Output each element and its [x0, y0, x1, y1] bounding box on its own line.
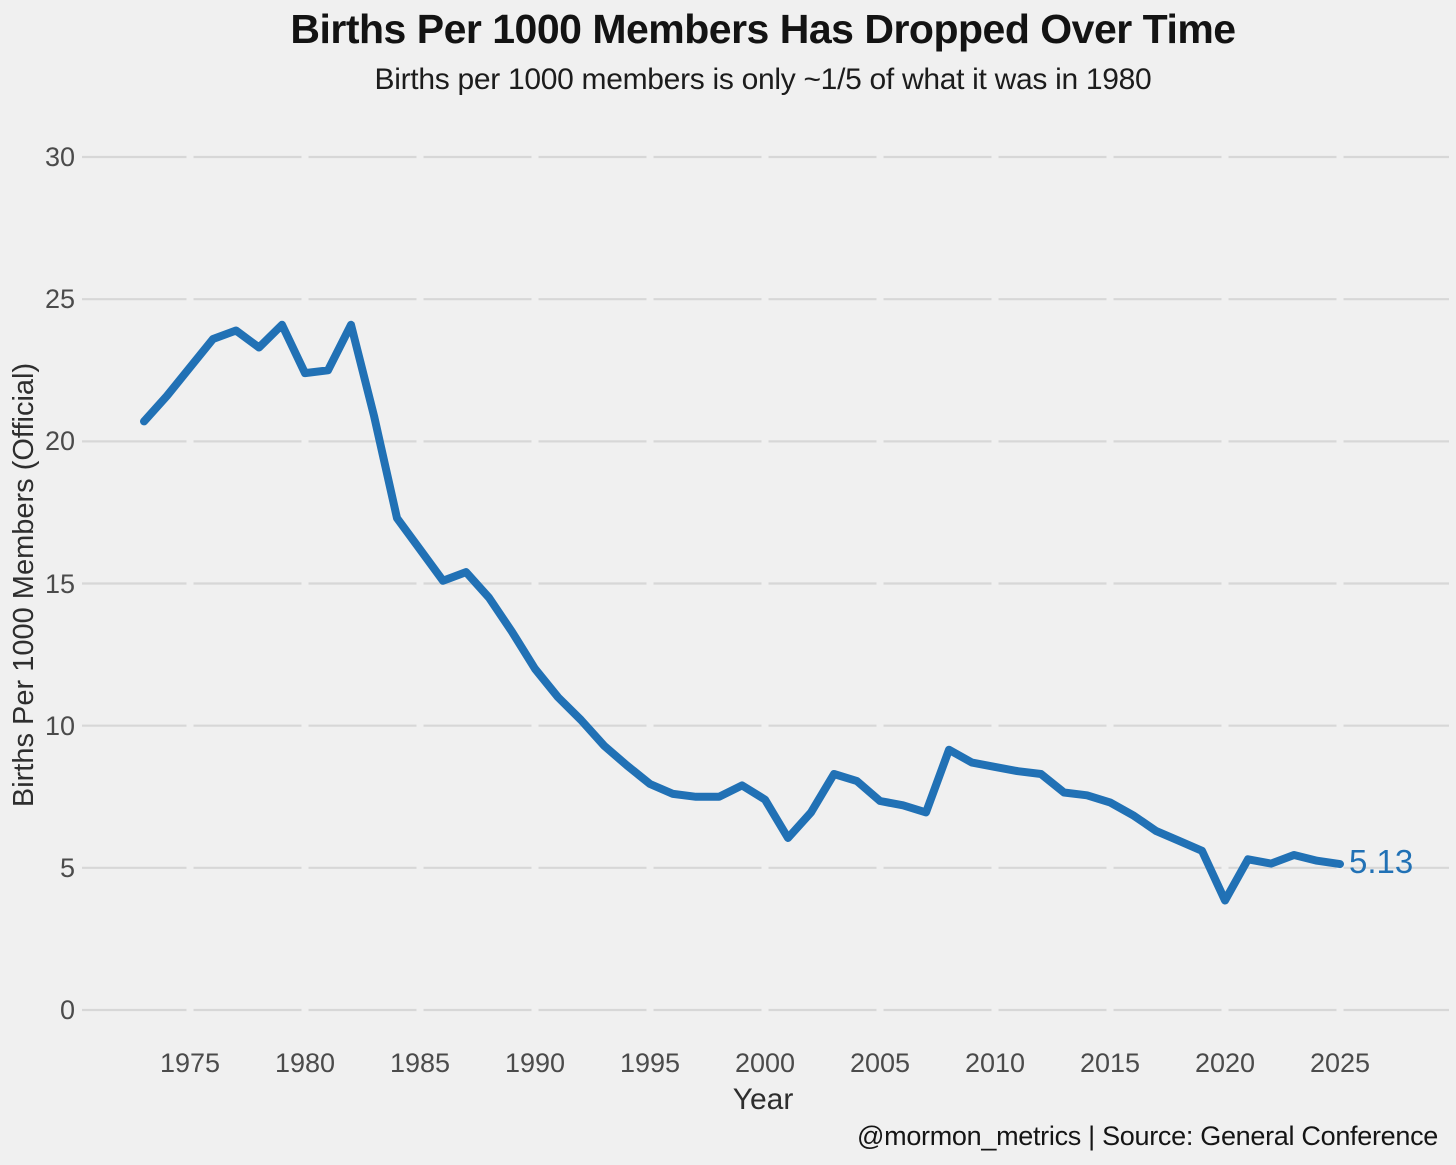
y-axis-label: Births Per 1000 Members (Official): [8, 362, 40, 808]
x-tick-label-1985: 1985: [389, 1048, 451, 1078]
y-tick-label-20: 20: [44, 426, 75, 457]
series-line: [140, 320, 1344, 905]
y-tick-label-15: 15: [44, 568, 75, 599]
x-tick-label-2010: 2010: [964, 1048, 1026, 1078]
x-tick-label-1995: 1995: [619, 1048, 681, 1078]
x-tick-label-1980: 1980: [274, 1048, 336, 1078]
y-tick-label-0: 0: [59, 995, 75, 1025]
x-axis-label: Year: [732, 1083, 794, 1116]
x-tick-label-2020: 2020: [1194, 1048, 1256, 1078]
x-tick-label-2005: 2005: [849, 1048, 911, 1078]
chart-title: Births Per 1000 Members Has Dropped Over…: [290, 6, 1236, 52]
x-tick-label-1975: 1975: [159, 1048, 221, 1078]
y-tick-label-30: 30: [44, 142, 75, 172]
chart-subtitle: Births per 1000 members is only ~1/5 of …: [374, 63, 1152, 96]
x-tick-label-1990: 1990: [504, 1048, 566, 1078]
x-tick-label-2000: 2000: [734, 1048, 796, 1078]
x-tick-label-2015: 2015: [1079, 1048, 1141, 1078]
end-value-label: 5.13: [1349, 843, 1414, 881]
y-tick-label-5: 5: [59, 852, 75, 883]
y-tick-label-25: 25: [44, 284, 75, 315]
attribution: @mormon_metrics | Source: General Confer…: [857, 1121, 1438, 1151]
y-tick-label-10: 10: [44, 710, 75, 741]
x-tick-label-2025: 2025: [1309, 1048, 1371, 1078]
